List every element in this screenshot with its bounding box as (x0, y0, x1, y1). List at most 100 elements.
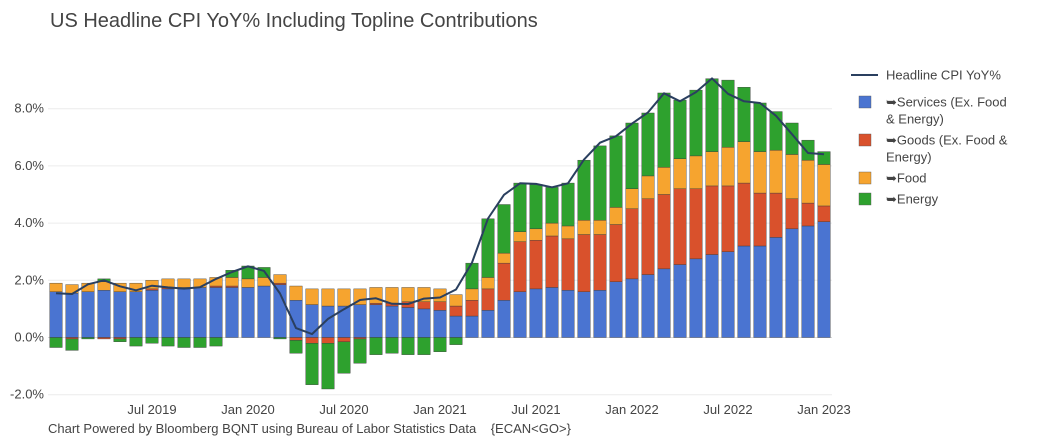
bar-segment[interactable] (497, 300, 511, 338)
bar-segment[interactable] (353, 337, 367, 340)
bar-segment[interactable] (481, 310, 495, 338)
bar-segment[interactable] (129, 282, 143, 292)
bar-segment[interactable] (673, 264, 687, 338)
bar-segment[interactable] (785, 154, 799, 199)
bar-segment[interactable] (593, 234, 607, 291)
bar-segment[interactable] (657, 268, 671, 338)
bar-segment[interactable] (129, 291, 143, 338)
bar-segment[interactable] (801, 225, 815, 338)
bar-segment[interactable] (145, 280, 159, 290)
bar-segment[interactable] (705, 254, 719, 338)
bar-segment[interactable] (481, 218, 495, 278)
bar-segment[interactable] (769, 149, 783, 194)
bar-segment[interactable] (561, 182, 575, 227)
bar-segment[interactable] (433, 310, 447, 338)
bar-segment[interactable] (785, 228, 799, 338)
bar-segment[interactable] (241, 287, 255, 338)
bar-segment[interactable] (497, 204, 511, 254)
bar-segment[interactable] (49, 291, 63, 338)
bar-segment[interactable] (417, 308, 431, 338)
bar-segment[interactable] (545, 187, 559, 224)
bar-segment[interactable] (129, 337, 143, 347)
bar-segment[interactable] (753, 102, 767, 152)
bar-segment[interactable] (641, 175, 655, 199)
bar-segment[interactable] (545, 235, 559, 288)
bar-segment[interactable] (737, 182, 751, 247)
bar-segment[interactable] (49, 282, 63, 292)
bar-segment[interactable] (337, 288, 351, 307)
bar-segment[interactable] (433, 337, 447, 353)
bar-segment[interactable] (481, 277, 495, 290)
bar-segment[interactable] (721, 147, 735, 187)
bar-segment[interactable] (737, 245, 751, 338)
bar-segment[interactable] (641, 274, 655, 338)
bar-segment[interactable] (561, 238, 575, 291)
bar-segment[interactable] (209, 287, 223, 338)
legend[interactable]: Headline CPI YoY% ➥Services (Ex. Food & En… (851, 68, 1008, 207)
bar-segment[interactable] (65, 337, 79, 340)
bar-segment[interactable] (273, 274, 287, 284)
bar-segment[interactable] (353, 304, 367, 338)
bar-segment[interactable] (529, 240, 543, 290)
bar-segment[interactable] (337, 341, 351, 374)
bar-segment[interactable] (609, 207, 623, 225)
bar-segment[interactable] (385, 337, 399, 354)
bar-segment[interactable] (817, 205, 831, 222)
bar-segment[interactable] (577, 159, 591, 221)
bar-segment[interactable] (513, 182, 527, 232)
bar-segment[interactable] (481, 288, 495, 311)
bar-segment[interactable] (337, 337, 351, 342)
bar-segment[interactable] (177, 288, 191, 338)
bar-segment[interactable] (785, 198, 799, 230)
bar-segment[interactable] (305, 337, 319, 344)
bar-segment[interactable] (417, 337, 431, 355)
bar-segment[interactable] (65, 292, 79, 338)
bar-segment[interactable] (753, 192, 767, 247)
bar-segment[interactable] (321, 337, 335, 344)
bar-segment[interactable] (705, 151, 719, 187)
bar-segment[interactable] (321, 343, 335, 390)
bar-segment[interactable] (753, 151, 767, 194)
bar-segment[interactable] (689, 188, 703, 260)
bar-segment[interactable] (593, 290, 607, 338)
bar-segment[interactable] (449, 315, 463, 338)
bar-segment[interactable] (321, 288, 335, 307)
bar-segment[interactable] (593, 145, 607, 221)
bar-segment[interactable] (705, 185, 719, 255)
bar-segment[interactable] (49, 337, 63, 348)
bar-segment[interactable] (657, 92, 671, 168)
bar-segment[interactable] (81, 337, 95, 340)
bar-segment[interactable] (257, 285, 271, 338)
bar-segment[interactable] (401, 287, 415, 302)
bar-segment[interactable] (97, 281, 111, 291)
bar-segment[interactable] (305, 288, 319, 305)
bar-segment[interactable] (465, 300, 479, 317)
bar-segment[interactable] (673, 188, 687, 265)
bar-segment[interactable] (529, 228, 543, 241)
bar-segment[interactable] (225, 277, 239, 287)
bar-segment[interactable] (273, 282, 287, 285)
bar-segment[interactable] (769, 192, 783, 238)
bar-segment[interactable] (177, 278, 191, 288)
bar-segment[interactable] (641, 112, 655, 177)
bar-segment[interactable] (497, 262, 511, 301)
bar-segment[interactable] (289, 285, 303, 301)
bar-segment[interactable] (401, 337, 415, 355)
bar-segment[interactable] (769, 237, 783, 338)
bar-segment[interactable] (705, 78, 719, 152)
bar-segment[interactable] (193, 287, 207, 338)
bar-segment[interactable] (753, 245, 767, 338)
bar-segment[interactable] (145, 337, 159, 344)
bar-segment[interactable] (65, 338, 79, 351)
bar-segment[interactable] (609, 135, 623, 208)
bar-segment[interactable] (529, 288, 543, 338)
bar-segment[interactable] (113, 291, 127, 338)
bar-segment[interactable] (577, 220, 591, 235)
bar-segment[interactable] (113, 338, 127, 342)
bar-segment[interactable] (193, 337, 207, 348)
bar-segment[interactable] (657, 194, 671, 270)
bar-segment[interactable] (577, 234, 591, 292)
bar-segment[interactable] (353, 338, 367, 364)
bar-segment[interactable] (673, 158, 687, 189)
bar-segment[interactable] (513, 231, 527, 242)
